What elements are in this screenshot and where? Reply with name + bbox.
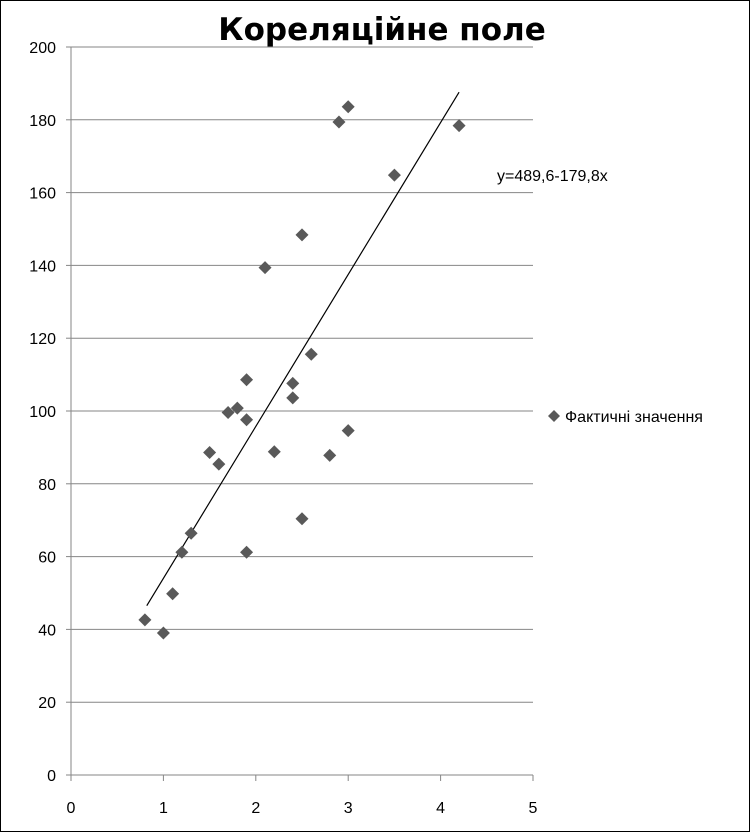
data-point [240,545,254,559]
y-tick-label: 140 [29,258,56,275]
tick-labels: 0 20 40 60 80 100 120 140 160 180 200 0 1 2 3 4 5 [29,40,537,817]
x-tick-label: 5 [529,800,538,817]
x-tick-label: 4 [436,800,445,817]
trendline [146,91,460,607]
data-point [221,405,235,419]
y-tick-label: 120 [29,331,56,348]
data-point [212,457,226,471]
y-tick-label: 160 [29,186,56,203]
data-point [203,445,217,459]
data-point [295,228,309,242]
y-tick-label: 20 [38,695,56,712]
data-point [286,391,300,405]
data-point [387,168,401,182]
data-point [175,545,189,559]
data-point [332,115,346,129]
legend: Фактичні значення [548,409,703,426]
data-point [184,526,198,540]
data-point [286,376,300,390]
axes [66,46,534,781]
data-point [295,512,309,526]
data-point [452,119,466,133]
legend-label: Фактичні значення [565,409,703,426]
grid-lines [71,46,533,703]
data-point [323,448,337,462]
data-point [240,413,254,427]
x-tick-label: 0 [67,800,76,817]
y-tick-label: 200 [29,40,56,57]
x-tick-label: 1 [159,800,168,817]
y-tick-label: 0 [47,768,56,785]
data-point [166,587,180,601]
data-point [267,445,281,459]
data-point [304,347,318,361]
y-tick-label: 100 [29,404,56,421]
x-tick-label: 2 [251,800,260,817]
data-point [258,261,272,275]
trendline-group [146,91,460,607]
data-point [138,613,152,627]
legend-marker-diamond [548,410,560,422]
data-point [341,424,355,438]
y-tick-label: 60 [38,550,56,567]
data-point [230,401,244,415]
trendline-equation: y=489,6-179,8x [497,168,608,185]
data-point [240,373,254,387]
x-tick-label: 3 [344,800,353,817]
chart-title: Кореляційне поле [218,12,545,48]
y-tick-label: 180 [29,113,56,130]
y-tick-label: 80 [38,477,56,494]
data-point [156,626,170,640]
data-point [341,100,355,114]
y-tick-label: 40 [38,622,56,639]
data-points [138,100,466,640]
